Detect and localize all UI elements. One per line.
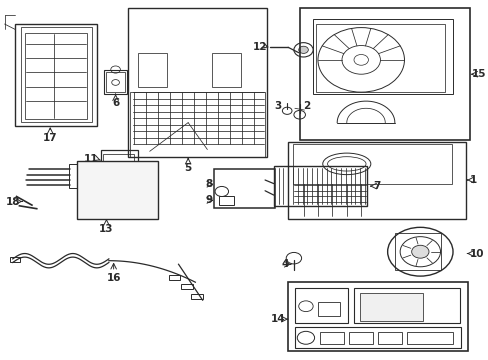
Bar [130, 92, 264, 157]
Bar [77, 161, 158, 219]
Bar [273, 166, 366, 206]
Bar [106, 72, 124, 92]
Bar [294, 327, 460, 348]
Text: 10: 10 [468, 248, 483, 258]
Bar [25, 33, 87, 119]
Bar [103, 154, 134, 167]
Bar [377, 332, 401, 344]
Bar [128, 8, 267, 157]
Text: 11: 11 [83, 154, 98, 164]
Bar [10, 257, 20, 262]
Bar [212, 53, 241, 87]
Bar [104, 69, 127, 94]
Bar [315, 24, 445, 92]
Text: 7: 7 [372, 181, 380, 191]
Bar [394, 233, 440, 270]
Bar [406, 332, 451, 344]
Bar [168, 275, 179, 280]
Bar [294, 288, 347, 323]
Text: 15: 15 [471, 69, 485, 79]
Bar [69, 163, 77, 188]
Bar [348, 332, 372, 344]
Bar [317, 302, 339, 316]
Bar [292, 144, 450, 184]
Bar [190, 294, 202, 299]
Text: 9: 9 [204, 195, 212, 206]
Text: 14: 14 [270, 314, 285, 324]
Text: 16: 16 [106, 273, 121, 283]
Bar [138, 53, 166, 87]
Bar [219, 196, 233, 205]
Text: 18: 18 [5, 197, 20, 207]
Bar [101, 149, 138, 169]
Bar [360, 293, 422, 320]
Text: 12: 12 [252, 42, 266, 51]
Circle shape [298, 46, 308, 53]
Bar [287, 282, 468, 351]
Bar [312, 19, 451, 94]
Text: 1: 1 [468, 175, 476, 185]
Text: 6: 6 [112, 98, 119, 108]
Text: 2: 2 [303, 101, 310, 111]
Text: 3: 3 [274, 101, 281, 111]
Text: 8: 8 [204, 179, 212, 189]
Bar [15, 24, 97, 126]
Bar [299, 8, 469, 140]
Bar [213, 169, 275, 208]
Text: 17: 17 [43, 134, 58, 143]
Bar [21, 27, 92, 122]
Bar [287, 141, 465, 219]
Bar [181, 284, 193, 289]
Text: 13: 13 [99, 224, 114, 234]
Text: 5: 5 [184, 163, 191, 173]
Bar [320, 332, 344, 344]
Bar [353, 288, 459, 323]
Circle shape [411, 245, 428, 258]
Text: 4: 4 [281, 259, 288, 269]
